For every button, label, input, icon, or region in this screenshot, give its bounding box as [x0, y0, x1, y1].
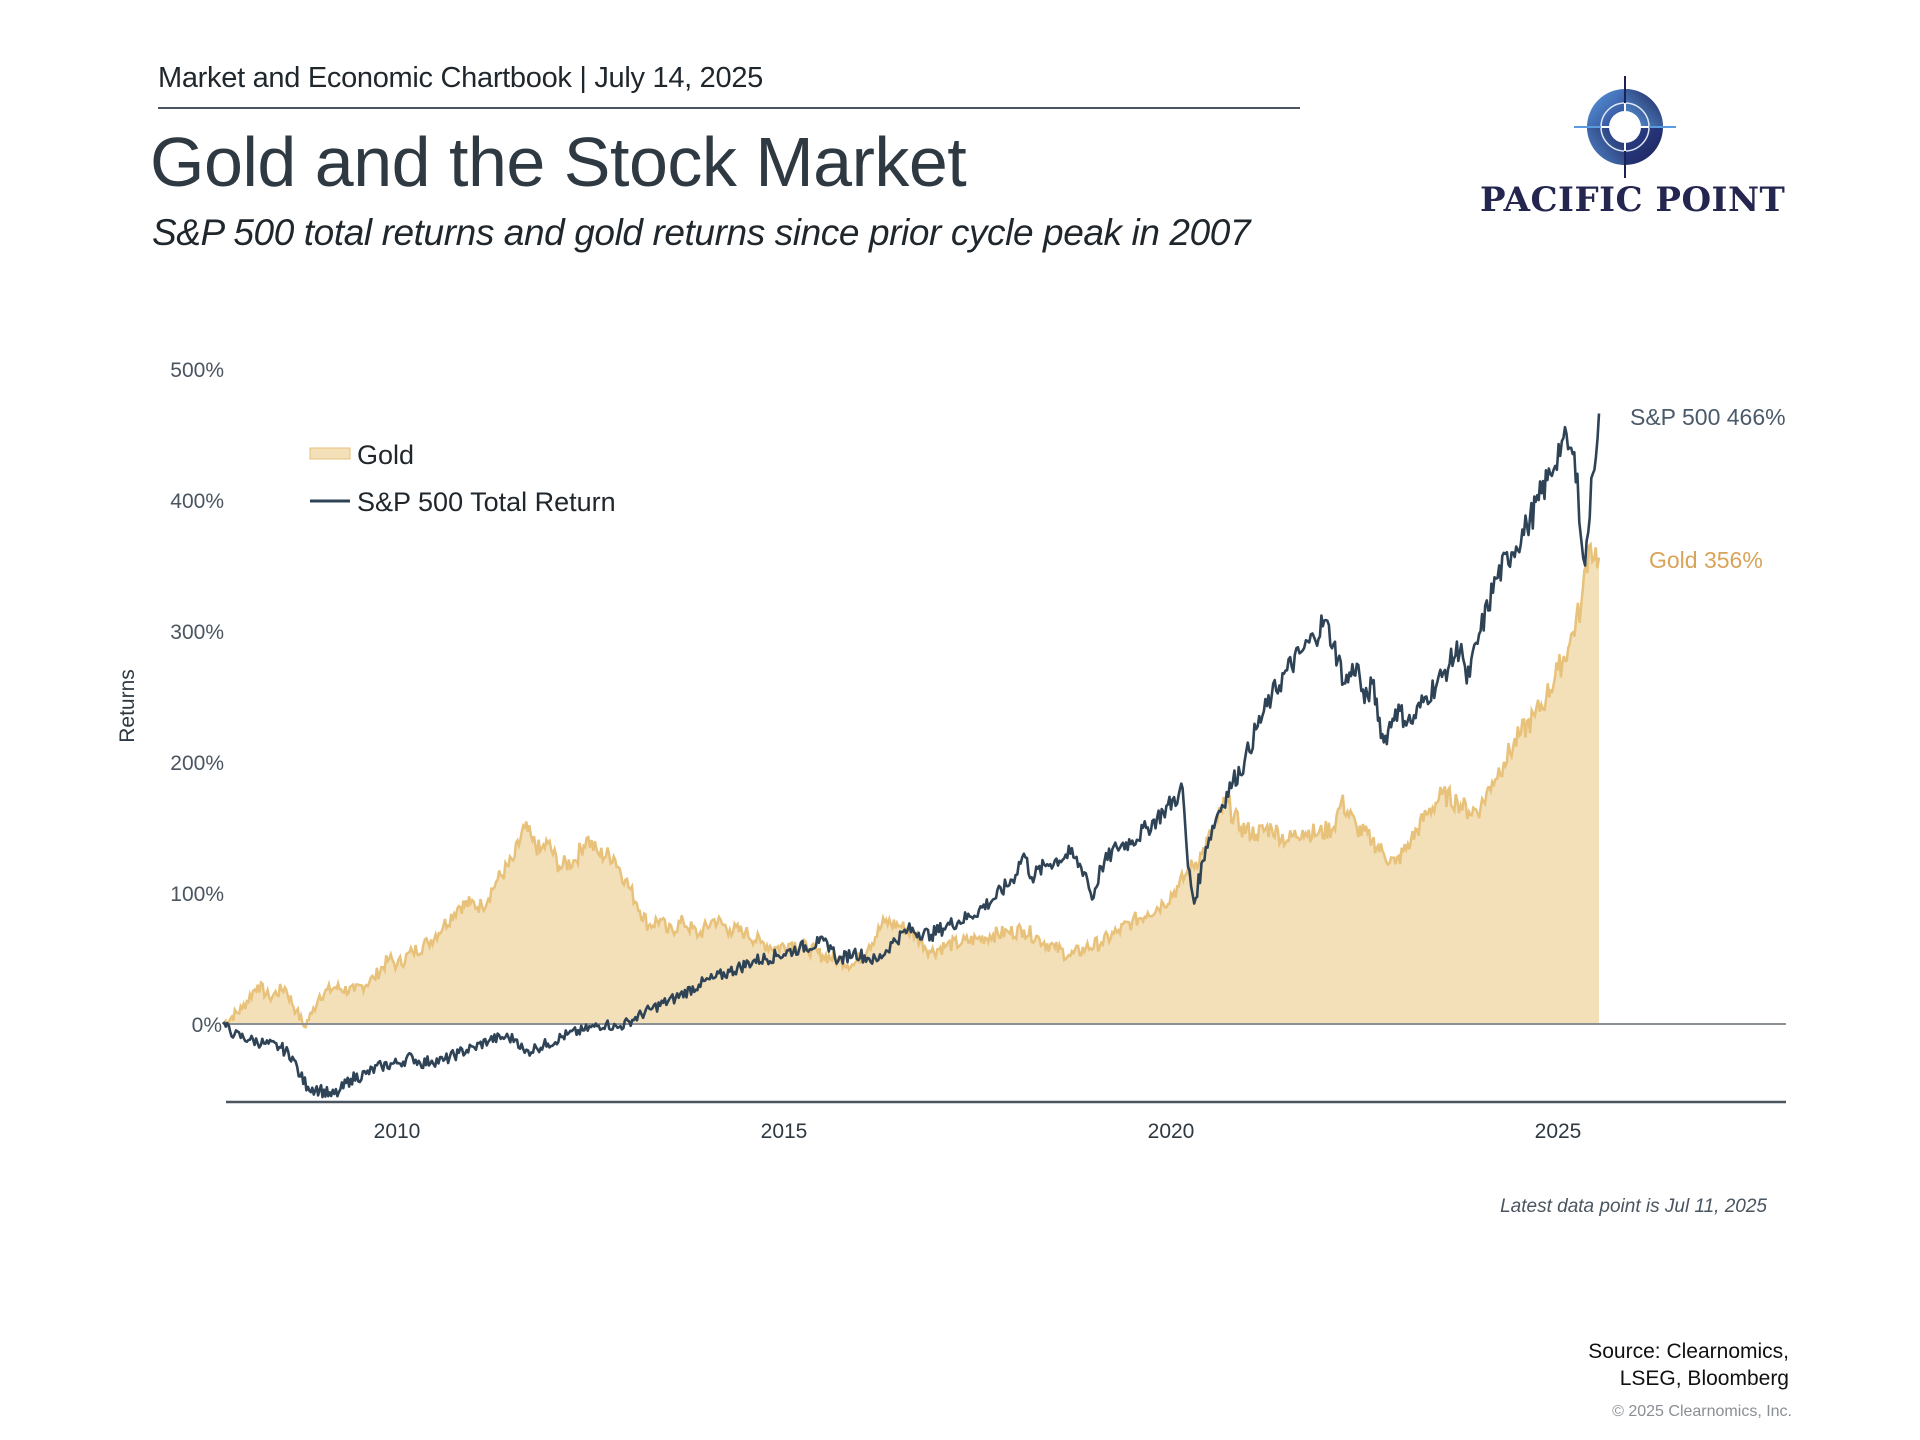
source-line-1: Source: Clearnomics, [1588, 1340, 1789, 1363]
gold-line [222, 541, 1601, 1029]
legend-label-sp500: S&P 500 Total Return [357, 487, 616, 517]
legend-label-gold: Gold [357, 440, 414, 470]
y-tick-label: 0% [192, 1014, 222, 1037]
x-tick-label: 2015 [761, 1120, 808, 1143]
x-tick-label: 2025 [1535, 1120, 1582, 1143]
legend: Gold S&P 500 Total Return [309, 440, 616, 517]
page-title: Gold and the Stock Market [150, 123, 967, 201]
latest-data-note: Latest data point is Jul 11, 2025 [1500, 1196, 1767, 1217]
end-label-gold: Gold 356% [1649, 547, 1763, 573]
y-tick-label: 400% [170, 490, 224, 513]
source-line-2: LSEG, Bloomberg [1619, 1367, 1789, 1390]
page-subtitle: S&P 500 total returns and gold returns s… [152, 212, 1251, 253]
source-note: Source: Clearnomics, LSEG, Bloomberg [1588, 1338, 1789, 1392]
sp500-line [221, 413, 1601, 1099]
y-axis-label: Returns [116, 669, 139, 743]
x-tick-label: 2020 [1148, 1120, 1195, 1143]
x-axis-ticks: 2010 2015 2020 2025 [374, 1120, 1582, 1143]
y-axis-ticks: 0% 100% 200% 300% 400% 500% [170, 359, 224, 1037]
x-tick-label: 2010 [374, 1120, 421, 1143]
header-divider [158, 107, 1300, 109]
copyright: © 2025 Clearnomics, Inc. [1612, 1403, 1792, 1420]
y-tick-label: 200% [170, 752, 224, 775]
y-tick-label: 100% [170, 883, 224, 906]
end-label-sp500: S&P 500 466% [1630, 404, 1786, 430]
y-tick-label: 300% [170, 621, 224, 644]
compass-icon [1572, 74, 1678, 180]
chartbook-header: Market and Economic Chartbook | July 14,… [158, 62, 763, 94]
gold-area [222, 544, 1599, 1028]
company-logo-text: PACIFIC POINT [1480, 180, 1786, 220]
y-tick-label: 500% [170, 359, 224, 382]
legend-swatch-gold [309, 447, 351, 460]
